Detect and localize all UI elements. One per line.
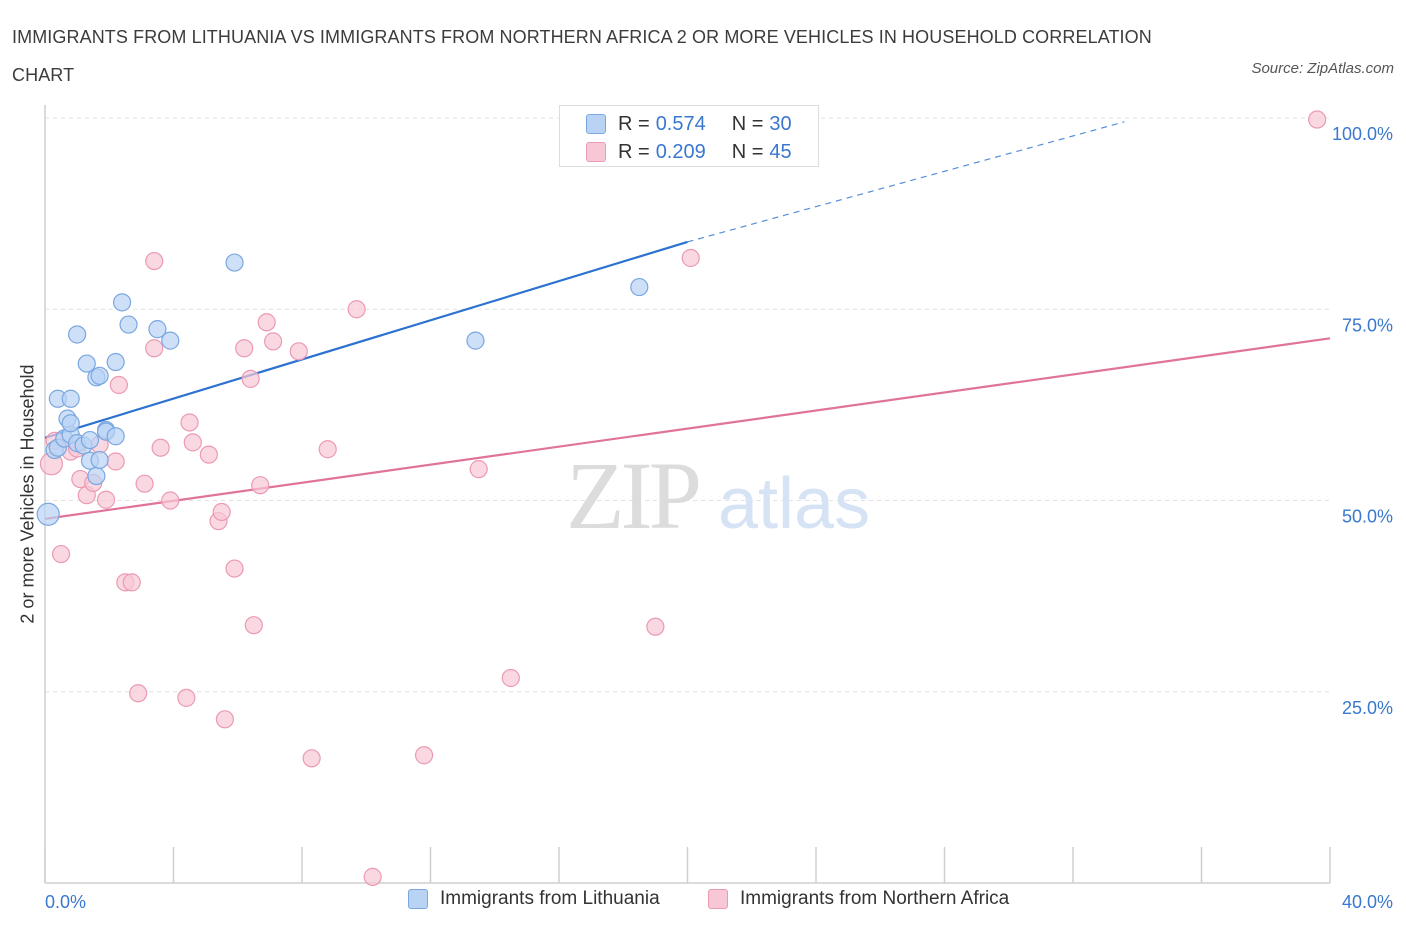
data-point-lithuania [148,320,167,339]
legend-n-label: N = [731,112,764,135]
data-point-northern-africa [414,746,434,765]
x-tick-label-max: 40.0% [1342,892,1393,912]
data-point-lithuania [466,331,485,350]
data-point-northern-africa [135,474,154,493]
data-point-northern-africa [96,490,116,509]
series-legend-northern-africa: Immigrants from Northern Africa [708,888,1009,910]
y-tick-label: 50.0% [1342,507,1393,527]
legend-row-northern-africa: R = 0.209 N = 45 [586,139,792,165]
data-point-northern-africa [151,438,170,457]
data-point-northern-africa [106,452,125,471]
series-name-lithuania: Immigrants from Lithuania [440,888,660,909]
data-point-northern-africa [318,440,337,459]
data-point-northern-africa [109,375,128,395]
y-tick-label: 25.0% [1342,698,1393,718]
data-point-northern-africa [289,342,308,361]
data-point-lithuania [68,325,87,344]
legend-r-value: 0.209 [655,140,706,163]
data-point-northern-africa [244,616,263,635]
axes [44,105,1331,884]
data-point-lithuania [61,389,80,408]
data-point-lithuania [36,502,60,526]
data-point-lithuania [61,414,80,433]
data-point-lithuania [87,466,106,486]
legend-row-lithuania: R = 0.574 N = 30 [586,111,792,137]
legend-r-value: 0.574 [655,112,706,135]
data-point-northern-africa [177,688,196,707]
data-point-northern-africa [235,339,254,358]
points-northern-africa [39,110,1327,886]
data-point-lithuania [112,293,132,312]
data-point-lithuania [90,366,109,385]
y-axis-label: 2 or more Vehicles in Household [17,364,38,624]
points-lithuania [36,253,649,526]
source-label: Source: ZipAtlas.com [1251,60,1394,77]
data-point-northern-africa [51,544,71,564]
trend-line-solid [44,240,688,439]
data-point-northern-africa [347,300,366,319]
data-point-lithuania [77,354,96,373]
trend-line-dashed [687,121,1125,243]
x-tick-label-min: 0.0% [45,892,86,912]
data-point-northern-africa [263,332,283,351]
data-point-lithuania [106,427,125,446]
data-point-northern-africa [145,251,164,271]
y-tick-label: 75.0% [1342,315,1393,335]
series-legend: Immigrants from Lithuania Immigrants fro… [0,888,1406,918]
data-point-northern-africa [199,445,218,464]
y-tick-label: 100.0% [1332,124,1393,144]
legend-n-value: 30 [769,112,792,135]
series-legend-lithuania: Immigrants from Lithuania [408,888,660,910]
data-point-northern-africa [681,248,700,268]
data-point-northern-africa [225,559,244,578]
data-point-northern-africa [363,867,382,886]
data-point-lithuania [161,331,180,350]
data-point-northern-africa [122,573,141,592]
grid-lines [45,117,1330,693]
stats-legend: R = 0.574 N = 30 R = 0.209 N = 45 [559,105,819,167]
legend-swatch-lithuania [586,114,606,134]
watermark-zip: ZIP [566,442,699,549]
data-point-northern-africa [183,433,202,452]
data-point-lithuania [80,430,100,450]
legend-swatch-northern-africa [586,142,606,162]
data-point-lithuania [225,253,244,272]
data-point-northern-africa [1308,110,1327,129]
data-point-lithuania [90,450,109,470]
data-point-northern-africa [129,684,148,703]
trend-lithuania [44,121,1125,439]
chart-title: IMMIGRANTS FROM LITHUANIA VS IMMIGRANTS … [12,27,1152,85]
data-point-northern-africa [241,369,260,388]
data-point-northern-africa [251,476,270,495]
data-point-northern-africa [469,460,488,479]
series-swatch-northern-africa [708,889,728,909]
watermark-atlas: atlas [718,464,870,544]
data-point-northern-africa [161,491,180,510]
data-point-northern-africa [501,668,520,688]
data-point-northern-africa [180,413,199,432]
legend-r-label: R = [618,112,650,135]
legend-r-label: R = [618,140,650,163]
data-point-northern-africa [646,617,665,636]
data-point-northern-africa [212,502,231,522]
legend-n-label: N = [731,140,764,163]
tick-labels: 25.0% 50.0% 75.0% 100.0% 0.0% 40.0% [45,124,1393,912]
legend-n-value: 45 [769,140,792,163]
data-point-lithuania [106,352,125,372]
data-point-northern-africa [257,313,276,332]
data-point-northern-africa [302,749,321,768]
series-name-northern-africa: Immigrants from Northern Africa [740,888,1010,909]
series-swatch-lithuania [408,889,428,909]
data-point-lithuania [630,277,649,297]
data-point-northern-africa [145,339,164,358]
data-point-northern-africa [215,710,234,729]
data-point-lithuania [119,315,138,334]
